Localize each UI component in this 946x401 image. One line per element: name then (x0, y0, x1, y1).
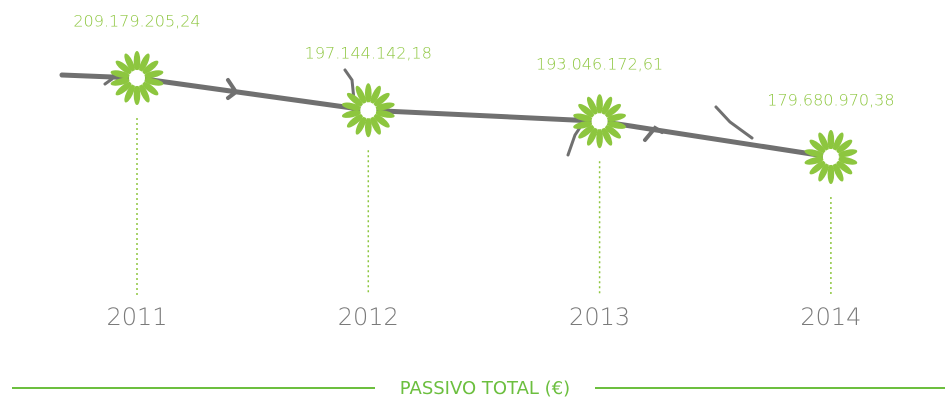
flower-center (129, 70, 145, 86)
x-tick-label: 2011 (106, 303, 167, 331)
flower-center (823, 149, 839, 165)
flower-center (592, 113, 608, 129)
x-tick-label: 2012 (338, 303, 399, 331)
x-tick-label: 2014 (800, 303, 861, 331)
value-label: 209.179.205,24 (73, 12, 200, 31)
value-label: 179.680.970,38 (767, 91, 894, 110)
value-label: 193.046.172,61 (536, 55, 663, 74)
value-label: 197.144.142,18 (305, 44, 432, 63)
chart: PASSIVO TOTAL (€) 209.179.205,24 2011 197.… (0, 0, 946, 401)
x-tick-label: 2013 (569, 303, 630, 331)
chart-title: PASSIVO TOTAL (€) (400, 378, 570, 399)
flower-center (360, 102, 376, 118)
twig (716, 107, 752, 138)
flower (804, 130, 858, 184)
